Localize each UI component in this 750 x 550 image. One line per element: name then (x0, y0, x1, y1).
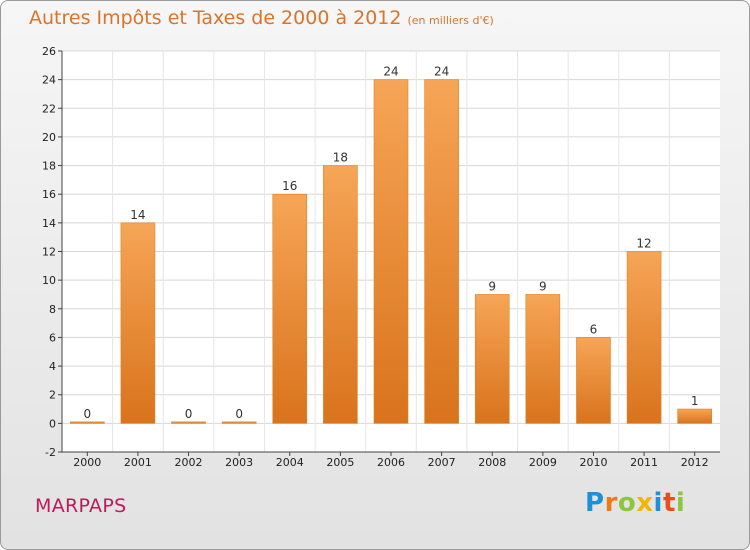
data-label: 12 (636, 237, 651, 251)
logo-letter: r (604, 488, 618, 518)
x-tick-label: 2001 (124, 456, 152, 469)
bar-2003 (221, 421, 257, 424)
y-tick-label: 24 (42, 74, 56, 87)
y-tick-label: 26 (42, 45, 56, 58)
data-label: 24 (383, 65, 398, 79)
x-tick-label: 2004 (276, 456, 304, 469)
x-tick-label: 2002 (175, 456, 203, 469)
data-label: 0 (185, 407, 193, 421)
y-tick-label: 14 (42, 217, 56, 230)
data-label: 9 (488, 279, 496, 293)
data-label: 24 (434, 65, 449, 79)
bar-2009 (525, 294, 561, 424)
commune-name: MARPAPS (35, 495, 127, 517)
data-label: 1 (691, 394, 699, 408)
logo-letter: i (675, 488, 686, 518)
bar-2005 (323, 165, 358, 424)
y-tick-label: 8 (49, 303, 56, 316)
x-tick-label: 2011 (630, 456, 658, 469)
x-tick-label: 2008 (478, 456, 506, 469)
bar-2002 (171, 421, 206, 424)
bar-2001 (120, 222, 156, 424)
x-tick-label: 2009 (529, 456, 557, 469)
data-label: 16 (282, 179, 297, 193)
y-tick-label: -2 (45, 446, 56, 459)
y-tick-label: 18 (42, 160, 56, 173)
data-label: 18 (333, 151, 348, 165)
title-row: Autres Impôts et Taxes de 2000 à 2012 (en… (29, 7, 494, 29)
data-label: 0 (83, 407, 91, 421)
logo-letter: o (617, 488, 637, 518)
bar-2010 (576, 337, 611, 424)
bar-2008 (474, 294, 510, 424)
logo-letter: t (662, 488, 676, 518)
y-tick-label: 4 (49, 360, 56, 373)
x-tick-label: 2000 (73, 456, 101, 469)
data-label: 6 (590, 322, 598, 336)
data-label: 9 (539, 279, 547, 293)
bar-2012 (677, 408, 712, 424)
y-tick-label: 12 (42, 246, 56, 259)
bar-2011 (626, 251, 662, 424)
y-tick-label: 10 (42, 274, 56, 287)
data-label: 0 (235, 407, 243, 421)
logo-letter: P (585, 488, 605, 518)
x-tick-label: 2007 (428, 456, 456, 469)
chart-title: Autres Impôts et Taxes de 2000 à 2012 (29, 7, 402, 29)
y-tick-label: 0 (49, 417, 56, 430)
x-tick-label: 2006 (377, 456, 405, 469)
y-tick-label: 16 (42, 188, 56, 201)
chart-subtitle: (en milliers d'€) (407, 14, 494, 27)
y-tick-label: 6 (49, 331, 56, 344)
x-tick-label: 2012 (681, 456, 709, 469)
y-tick-label: 20 (42, 131, 56, 144)
bar-2000 (70, 421, 105, 424)
proxiti-logo: Proxiti (585, 488, 685, 518)
bar-2004 (272, 193, 308, 424)
y-tick-label: 22 (42, 102, 56, 115)
x-tick-label: 2010 (579, 456, 607, 469)
x-tick-label: 2005 (326, 456, 354, 469)
logo-letter: x (636, 488, 654, 518)
data-label: 14 (130, 208, 145, 222)
bar-2007 (424, 79, 459, 424)
y-tick-label: 2 (49, 389, 56, 402)
bar-2006 (373, 79, 409, 424)
x-tick-label: 2003 (225, 456, 253, 469)
logo-letter: i (653, 488, 663, 518)
